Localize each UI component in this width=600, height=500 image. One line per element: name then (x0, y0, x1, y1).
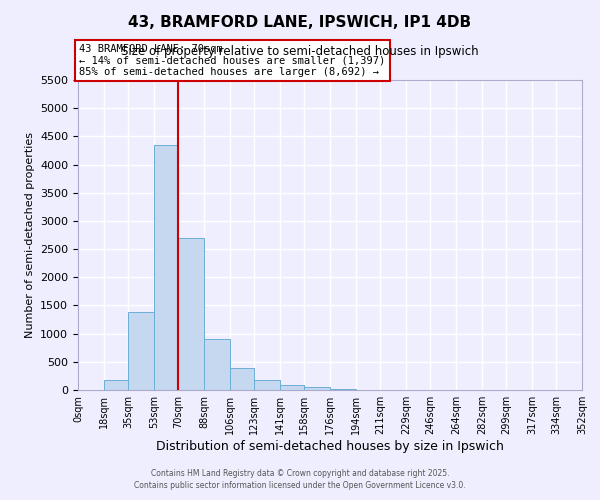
Text: Size of property relative to semi-detached houses in Ipswich: Size of property relative to semi-detach… (121, 45, 479, 58)
Bar (254, 380, 280, 390)
Text: 43 BRAMFORD LANE: 70sqm
← 14% of semi-detached houses are smaller (1,397)
85% of: 43 BRAMFORD LANE: 70sqm ← 14% of semi-de… (79, 44, 386, 77)
X-axis label: Distribution of semi-detached houses by size in Ipswich: Distribution of semi-detached houses by … (156, 440, 504, 453)
Bar (178, 238, 204, 390)
Bar (204, 340, 230, 390)
Bar (154, 145, 178, 390)
Bar (128, 312, 154, 390)
Bar (304, 386, 330, 390)
Bar (280, 385, 304, 390)
Bar (230, 368, 254, 390)
Bar (104, 380, 128, 390)
Text: 43, BRAMFORD LANE, IPSWICH, IP1 4DB: 43, BRAMFORD LANE, IPSWICH, IP1 4DB (128, 15, 472, 30)
Y-axis label: Number of semi-detached properties: Number of semi-detached properties (25, 132, 35, 338)
Text: Contains HM Land Registry data © Crown copyright and database right 2025.
Contai: Contains HM Land Registry data © Crown c… (134, 468, 466, 490)
